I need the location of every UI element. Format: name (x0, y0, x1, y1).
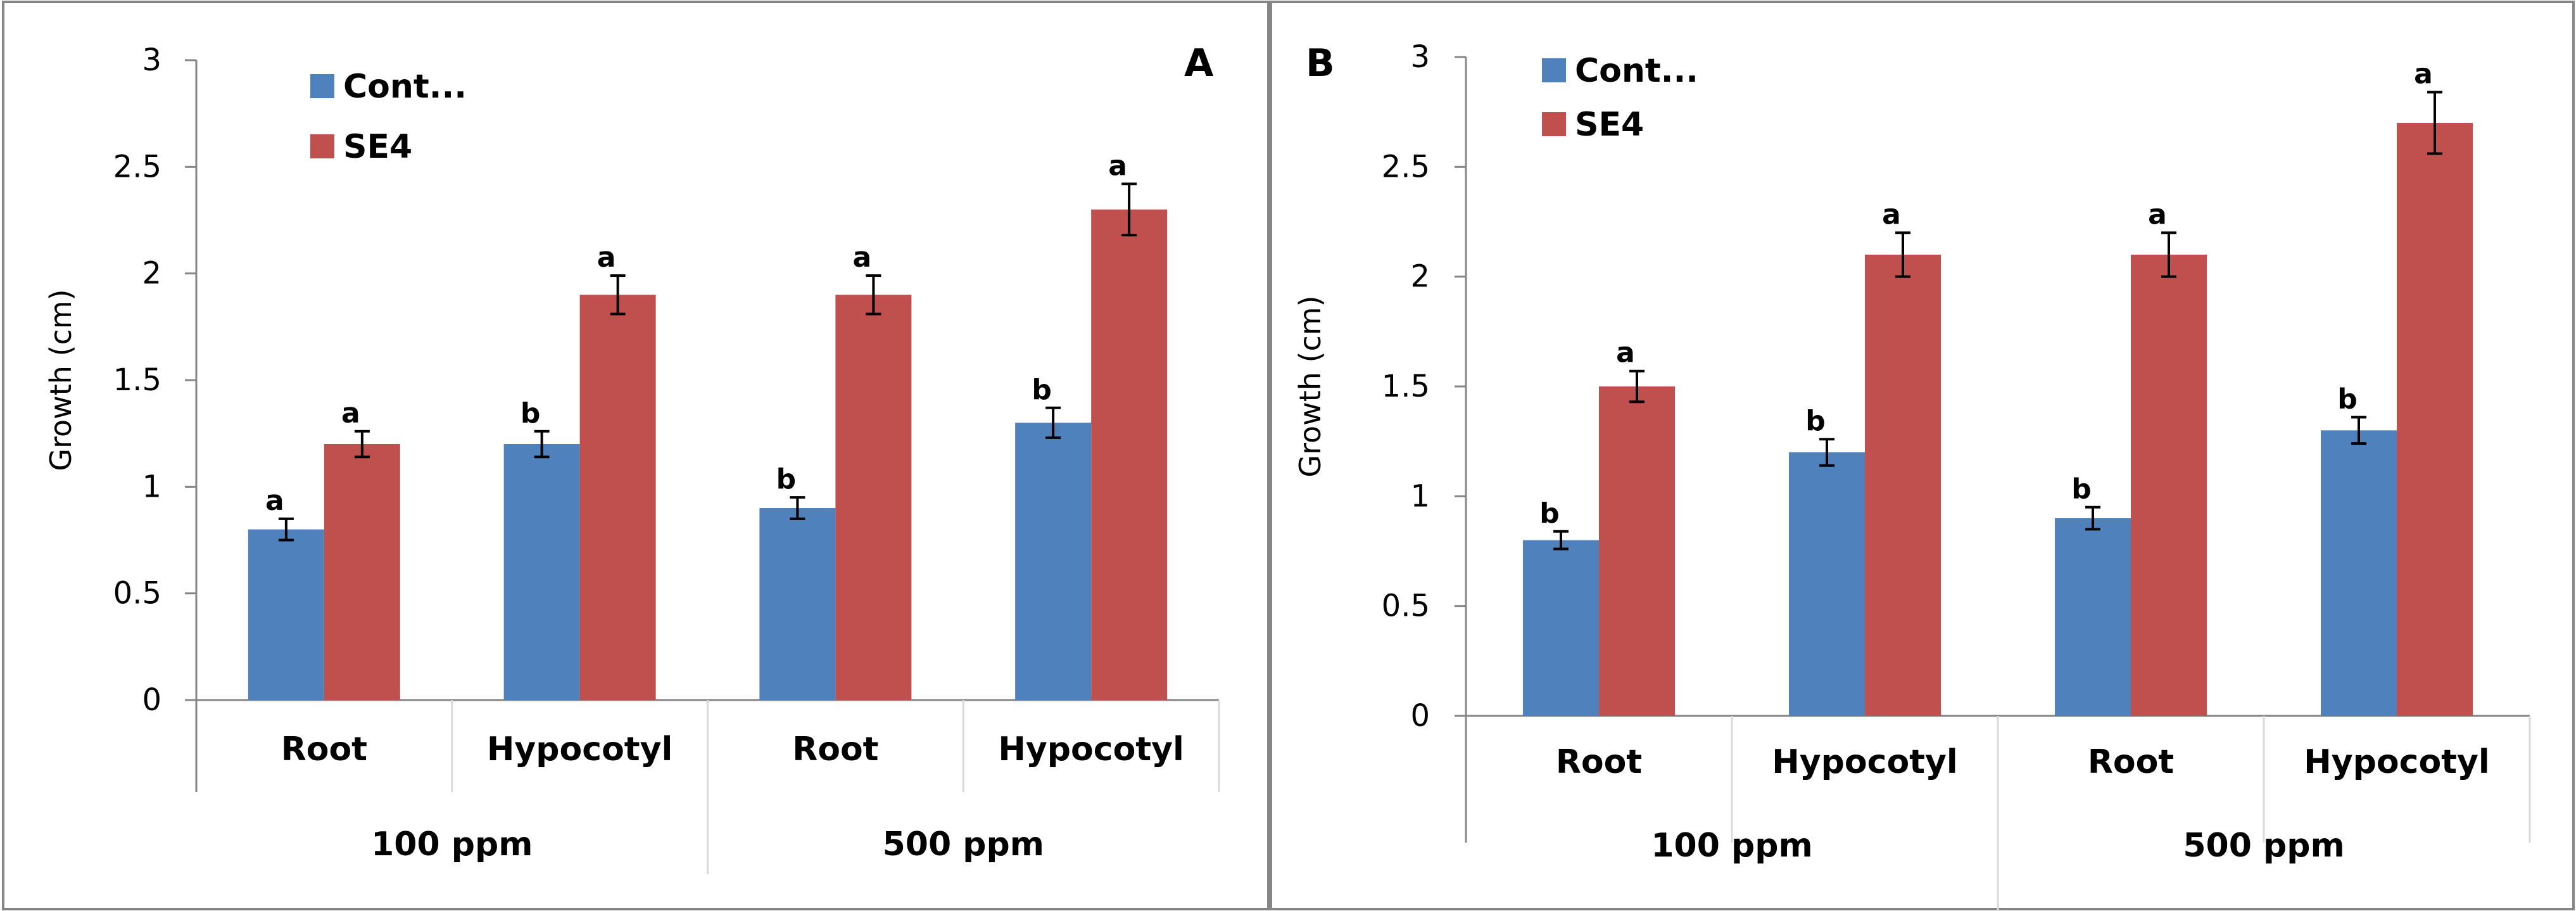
significance-label: b (521, 397, 541, 430)
significance-label: b (1539, 497, 1560, 530)
significance-label: b (1032, 374, 1052, 406)
y-tick-label: 0 (142, 682, 161, 718)
significance-label: a (597, 241, 616, 274)
x-group-label: 500 ppm (883, 825, 1044, 863)
bar-cont (248, 529, 324, 700)
y-tick-label: 2.5 (1382, 149, 1430, 184)
y-tick-label: 0.5 (113, 576, 161, 611)
significance-label: a (265, 485, 284, 517)
x-category-label: Hypocotyl (1772, 743, 1958, 781)
y-tick-label: 3 (142, 42, 161, 78)
bar-se4 (835, 295, 912, 700)
y-axis-label: Growth (cm) (1293, 295, 1327, 477)
significance-label: a (853, 241, 872, 274)
bar-cont (2055, 518, 2131, 716)
x-category-label: Root (792, 730, 878, 768)
bar-se4 (1599, 386, 1675, 716)
significance-label: a (1616, 337, 1635, 369)
x-category-label: Root (1556, 743, 1642, 781)
legend-label: Cont... (1575, 52, 1698, 90)
x-group-label: 100 ppm (1651, 827, 1812, 865)
bar-se4 (2397, 123, 2473, 716)
chart-panel-a: 0 0.5 1 1.5 2 2.5 3 Growth (cm) Root Hypocotyl Roo… (2, 1, 1270, 910)
x-category-label: Hypocotyl (487, 730, 673, 768)
y-tick-label: 2 (142, 256, 161, 291)
significance-label: a (2414, 58, 2433, 90)
y-tick-label: 1.5 (113, 362, 161, 398)
y-axis-label: Growth (cm) (44, 289, 78, 471)
x-category-label: Hypocotyl (2304, 743, 2490, 781)
legend-label: Cont... (343, 68, 467, 106)
x-group-label: 100 ppm (371, 825, 533, 863)
x-group-label: 500 ppm (2183, 827, 2344, 865)
y-tick-label: 0 (1410, 698, 1430, 734)
bar-cont (1789, 452, 1865, 716)
panel-label: A (1184, 41, 1214, 86)
chart-panel-b: 0 0.5 1 1.5 2 2.5 3 Growth (cm) Root Hypocotyl Roo… (1270, 1, 2575, 911)
legend: Cont... SE4 (1542, 52, 1698, 144)
significance-label: a (1882, 198, 1901, 231)
x-category-label: Root (281, 730, 367, 768)
bar-cont (503, 444, 580, 700)
significance-label: a (2148, 198, 2167, 231)
significance-label: b (2071, 473, 2092, 506)
legend-label: SE4 (343, 128, 412, 166)
significance-label: b (1805, 405, 1826, 437)
panel-label: B (1306, 41, 1335, 86)
x-category-label: Hypocotyl (998, 730, 1184, 768)
bar-cont (759, 508, 836, 700)
significance-label: a (1108, 150, 1127, 182)
significance-label: b (2337, 383, 2358, 416)
legend: Cont... SE4 (310, 68, 467, 166)
bar-se4 (2131, 255, 2207, 716)
bar-se4 (1091, 209, 1168, 701)
bar-cont (1523, 540, 1599, 716)
legend-swatch (1542, 58, 1566, 82)
legend-swatch (310, 74, 334, 98)
y-tick-label: 2 (1410, 259, 1430, 295)
bar-se4 (579, 295, 656, 700)
bar-cont (2321, 430, 2397, 716)
y-tick-label: 1.5 (1382, 369, 1430, 404)
y-tick-label: 1 (1410, 478, 1430, 514)
y-tick-label: 0.5 (1382, 589, 1430, 624)
significance-label: a (341, 397, 360, 430)
legend-swatch (310, 134, 334, 158)
significance-label: b (776, 463, 797, 495)
y-tick-label: 2.5 (113, 149, 161, 184)
x-category-label: Root (2088, 743, 2174, 781)
y-tick-label: 3 (1410, 39, 1430, 75)
bar-se4 (1865, 255, 1941, 716)
bar-cont (1015, 423, 1092, 700)
legend-swatch (1542, 112, 1566, 136)
bar-se4 (324, 444, 400, 700)
legend-label: SE4 (1575, 106, 1644, 144)
y-tick-label: 1 (142, 469, 161, 504)
